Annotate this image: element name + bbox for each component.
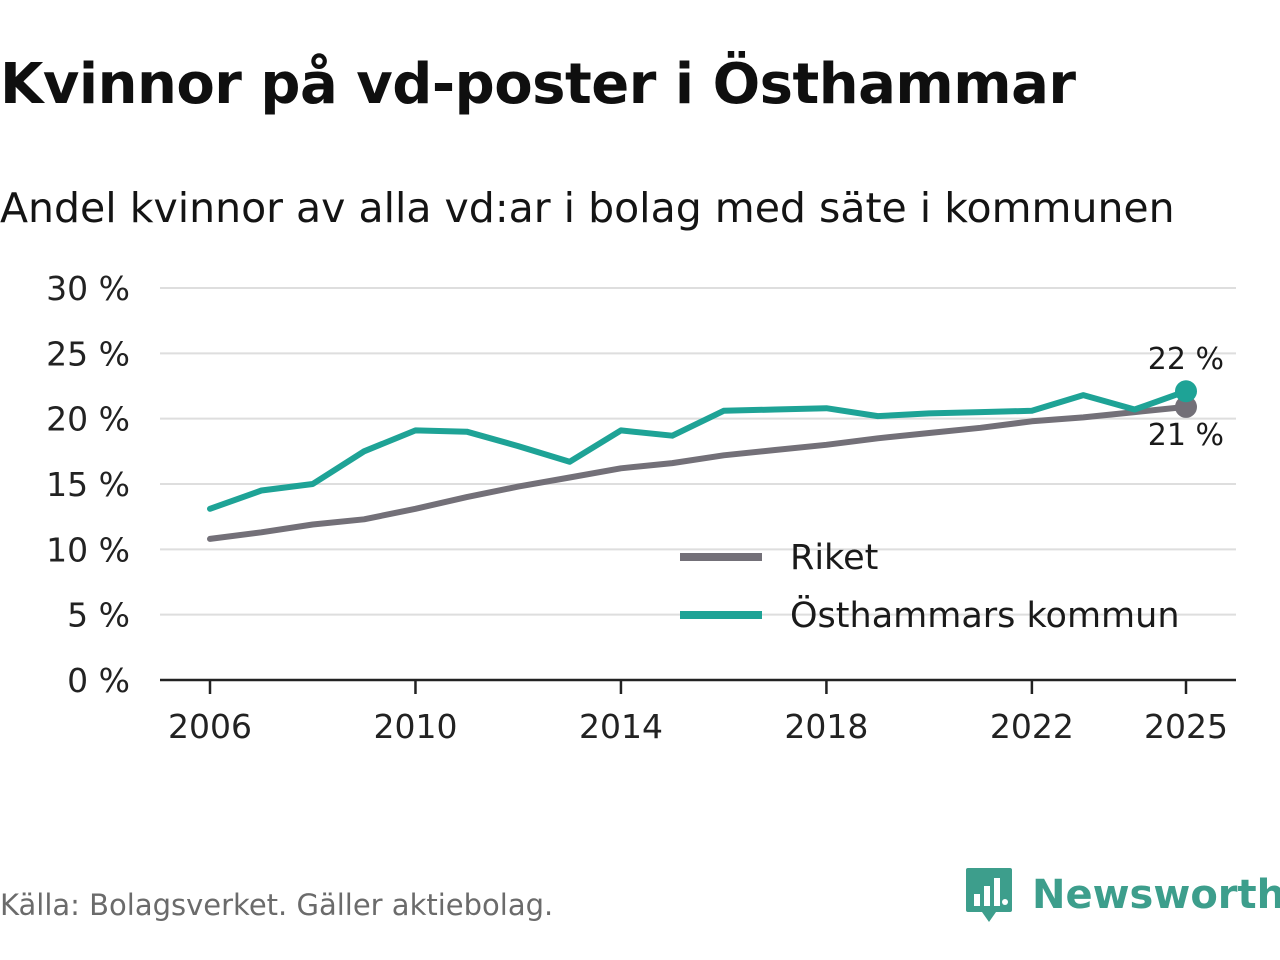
y-tick-label: 30 % (46, 269, 130, 308)
line-chart: 0 %5 %10 %15 %20 %25 %30 % 2006 2010 2014 2… (46, 269, 1236, 746)
x-tick-label: 2014 (579, 707, 663, 746)
y-tick-label: 15 % (46, 465, 130, 504)
y-tick-label: 10 % (46, 530, 130, 569)
bar-chart-speech-bubble-icon (966, 868, 1012, 922)
x-tick-label: 2010 (373, 707, 457, 746)
chart-title: Kvinnor på vd-poster i Östhammar (0, 52, 1076, 117)
x-tick-label: 2018 (784, 707, 868, 746)
legend: Riket Östhammars kommun (680, 538, 1180, 636)
end-value-label: 22 % (1148, 342, 1224, 377)
brand: Newsworthy (964, 866, 1280, 924)
source-note: Källa: Bolagsverket. Gäller aktiebolag. (0, 888, 554, 922)
y-tick-label: 25 % (46, 334, 130, 373)
brand-name: Newsworthy (1032, 872, 1280, 918)
grid-lines (160, 287, 1236, 616)
chart-subtitle: Andel kvinnor av alla vd:ar i bolag med … (0, 184, 1175, 232)
end-value-label: 21 % (1148, 418, 1224, 453)
end-point (1175, 380, 1197, 403)
y-tick-label: 20 % (46, 400, 130, 439)
x-tick-label: 2022 (990, 707, 1074, 746)
legend-label: Riket (790, 538, 878, 578)
legend-label: Östhammars kommun (790, 594, 1180, 636)
x-axis-ticks: 2006 2010 2014 2018 2022 2025 (168, 680, 1228, 746)
end-labels: 22 % 21 % (1148, 342, 1224, 453)
x-tick-label: 2025 (1144, 707, 1228, 746)
x-tick-label: 2006 (168, 707, 252, 746)
series-line (207, 388, 1189, 512)
y-axis-ticks: 0 % 5 % 10 % 15 % 20 % 25 % 30 % (46, 269, 130, 700)
y-tick-label: 5 % (67, 596, 130, 635)
series-line (207, 403, 1189, 542)
series-lines (207, 380, 1197, 542)
y-tick-label: 0 % (67, 661, 130, 700)
end-point (1175, 395, 1197, 418)
